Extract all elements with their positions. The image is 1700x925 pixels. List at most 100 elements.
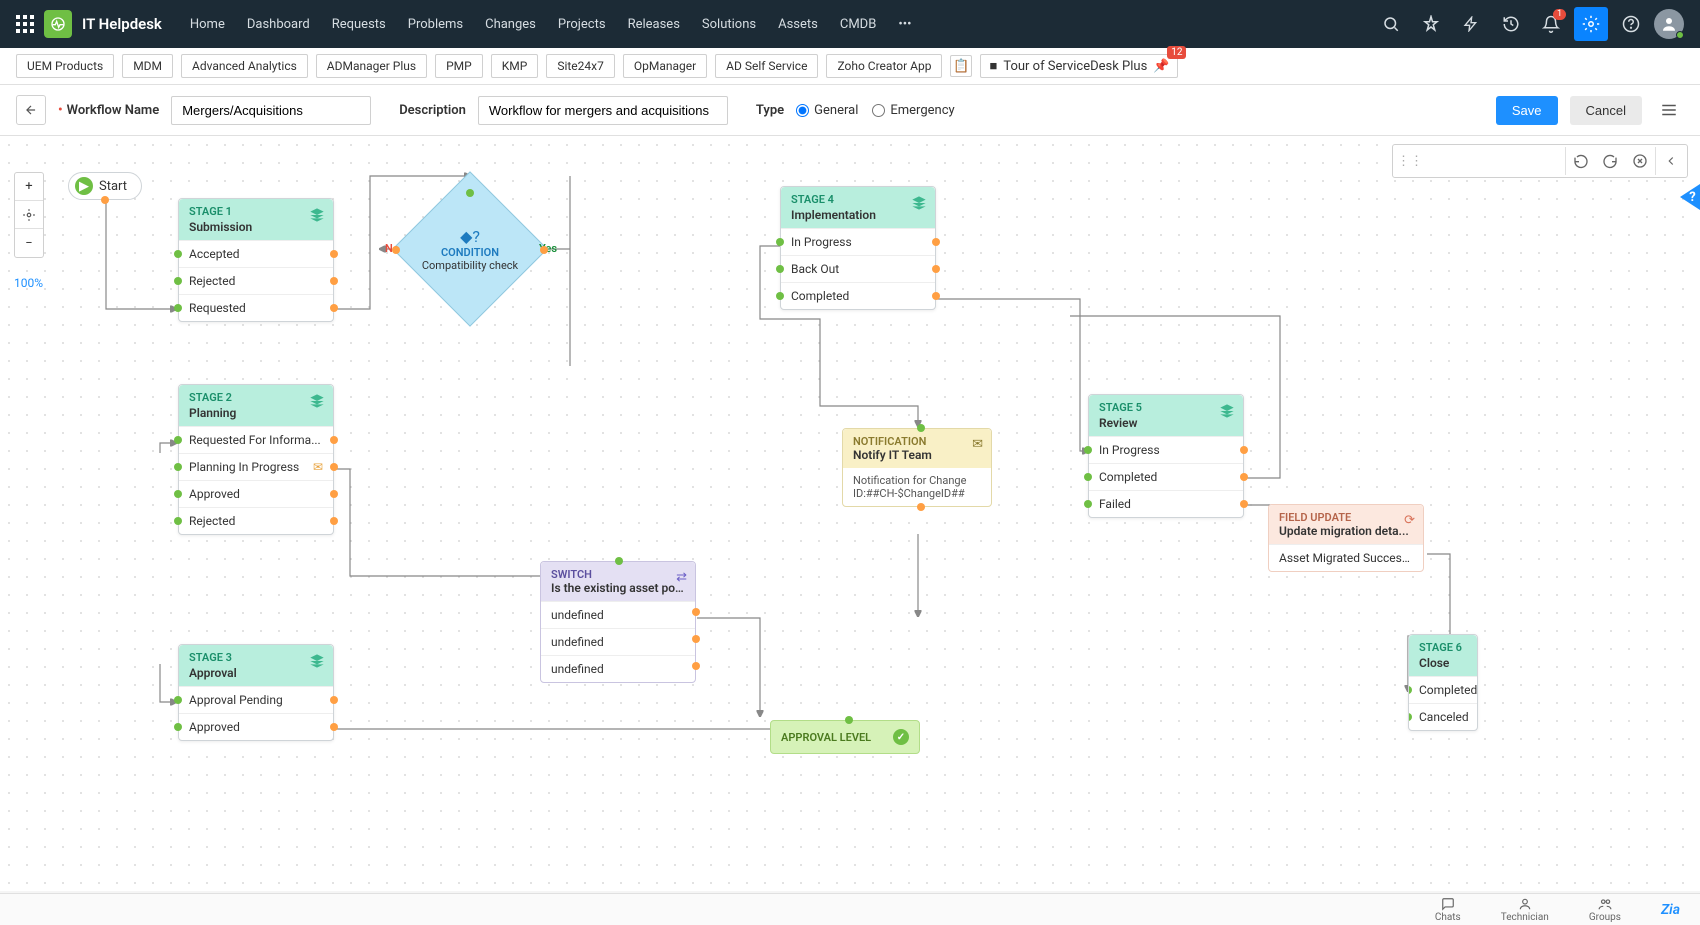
ql-pmp[interactable]: PMP [435, 54, 483, 78]
tour-label: Tour of ServiceDesk Plus [1003, 59, 1147, 74]
stage-1-node[interactable]: STAGE 1 Submission Accepted Rejected Req… [178, 198, 334, 322]
ql-admanager[interactable]: ADManager Plus [316, 54, 427, 78]
workflow-canvas[interactable]: + − 100% ⋮⋮ ? ▶ Start STAGE 1 Submission [0, 136, 1700, 891]
switch-item-1[interactable]: undefined [541, 628, 695, 655]
switch-item-0[interactable]: undefined [541, 601, 695, 628]
stage-6-item-0[interactable]: Completed [1409, 676, 1477, 703]
stage-5-item-0[interactable]: In Progress [1089, 436, 1243, 463]
stage-6-item-1[interactable]: Canceled [1409, 703, 1477, 730]
bb-zia[interactable]: Zia [1661, 902, 1680, 918]
bolt-icon[interactable] [1454, 7, 1488, 41]
stage-1-item-rejected[interactable]: Rejected [179, 267, 333, 294]
stage-3-header: STAGE 3 Approval [179, 645, 333, 686]
gear-icon[interactable] [1574, 7, 1608, 41]
condition-node[interactable]: ◆? CONDITION Compatibility check No Yes [395, 194, 545, 304]
zoom-fit-button[interactable] [15, 201, 43, 229]
ql-opmanager[interactable]: OpManager [623, 54, 707, 78]
nav-cmdb[interactable]: CMDB [840, 17, 876, 32]
history-icon[interactable] [1494, 7, 1528, 41]
stage-4-item-2[interactable]: Completed [781, 282, 935, 309]
ql-kmp[interactable]: KMP [491, 54, 539, 78]
back-button[interactable] [16, 95, 46, 125]
pin-icon[interactable] [1414, 7, 1448, 41]
stage-1-item-requested[interactable]: Requested [179, 294, 333, 321]
switch-icon: ⇄ [676, 570, 687, 585]
nav-solutions[interactable]: Solutions [702, 17, 756, 32]
nav-releases[interactable]: Releases [628, 17, 680, 32]
radio-emergency[interactable]: Emergency [872, 103, 954, 118]
zoom-controls: + − [14, 172, 44, 258]
bell-icon[interactable]: 1 [1534, 7, 1568, 41]
approval-level-node[interactable]: APPROVAL LEVEL ✓ [770, 720, 920, 754]
notif-header: NOTIFICATION Notify IT Team ✉ [843, 429, 991, 468]
stage-2-item-1[interactable]: Planning In Progress✉ [179, 453, 333, 480]
nav-more[interactable]: ••• [898, 17, 911, 32]
stage-2-node[interactable]: STAGE 2 Planning Requested For Informa..… [178, 384, 334, 535]
stage-6-node[interactable]: STAGE 6 Close Completed Canceled [1408, 634, 1478, 731]
apps-grid-icon[interactable] [16, 15, 34, 33]
ql-uem[interactable]: UEM Products [16, 54, 114, 78]
clipboard-icon[interactable]: 📋 [950, 55, 972, 77]
ql-mdm[interactable]: MDM [122, 54, 173, 78]
help-tab[interactable]: ? [1680, 184, 1700, 210]
main-nav: Home Dashboard Requests Problems Changes… [190, 17, 912, 32]
stage-2-item-3[interactable]: Rejected [179, 507, 333, 534]
redo-icon[interactable] [1595, 147, 1625, 175]
zoom-out-button[interactable]: − [15, 229, 43, 257]
bb-chats[interactable]: Chats [1435, 897, 1461, 923]
close-toolbar-icon[interactable] [1625, 147, 1655, 175]
question-icon: ◆? [460, 227, 480, 246]
nav-projects[interactable]: Projects [558, 17, 606, 32]
switch-node[interactable]: SWITCH Is the existing asset po... ⇄ und… [540, 561, 696, 683]
stage-4-item-1[interactable]: Back Out [781, 255, 935, 282]
stage-3-item-0[interactable]: Approval Pending [179, 686, 333, 713]
undo-icon[interactable] [1565, 147, 1595, 175]
user-avatar[interactable] [1654, 9, 1684, 39]
port-out[interactable] [101, 196, 109, 204]
stage-3-item-1[interactable]: Approved [179, 713, 333, 740]
wf-desc-input[interactable] [478, 96, 728, 125]
nav-problems[interactable]: Problems [408, 17, 463, 32]
wf-type-radios: General Emergency [796, 103, 955, 118]
ql-zohocreator[interactable]: Zoho Creator App [826, 54, 942, 78]
stage-2-item-2[interactable]: Approved [179, 480, 333, 507]
switch-item-2[interactable]: undefined [541, 655, 695, 682]
tour-button[interactable]: ■ Tour of ServiceDesk Plus 📌 12 [980, 54, 1178, 78]
collapse-icon[interactable] [1655, 147, 1685, 175]
ql-adself[interactable]: AD Self Service [715, 54, 818, 78]
help-icon[interactable] [1614, 7, 1648, 41]
stack-icon [309, 653, 325, 673]
nav-changes[interactable]: Changes [485, 17, 536, 32]
notification-node[interactable]: NOTIFICATION Notify IT Team ✉ Notificati… [842, 428, 992, 507]
nav-requests[interactable]: Requests [332, 17, 386, 32]
radio-general[interactable]: General [796, 103, 858, 118]
ql-site24x7[interactable]: Site24x7 [546, 54, 615, 78]
stage-5-item-2[interactable]: Failed [1089, 490, 1243, 517]
nav-home[interactable]: Home [190, 17, 225, 32]
save-button[interactable]: Save [1496, 96, 1558, 125]
wf-name-input[interactable] [171, 96, 371, 125]
cancel-button[interactable]: Cancel [1570, 96, 1642, 125]
bb-technician[interactable]: Technician [1501, 897, 1549, 923]
stage-5-item-1[interactable]: Completed [1089, 463, 1243, 490]
stack-icon [911, 195, 927, 215]
quicklinks-bar: UEM Products MDM Advanced Analytics ADMa… [0, 48, 1700, 85]
stage-5-header: STAGE 5 Review [1089, 395, 1243, 436]
stage-2-item-0[interactable]: Requested For Informa... [179, 426, 333, 453]
fieldupdate-node[interactable]: FIELD UPDATE Update migration deta... ⟳ … [1268, 504, 1424, 572]
stage-4-item-0[interactable]: In Progress [781, 228, 935, 255]
search-icon[interactable] [1374, 7, 1408, 41]
nav-assets[interactable]: Assets [778, 17, 818, 32]
stage-3-node[interactable]: STAGE 3 Approval Approval Pending Approv… [178, 644, 334, 741]
ql-analytics[interactable]: Advanced Analytics [181, 54, 308, 78]
stage-4-node[interactable]: STAGE 4 Implementation In Progress Back … [780, 186, 936, 310]
bb-groups[interactable]: Groups [1589, 897, 1621, 923]
start-node[interactable]: ▶ Start [68, 172, 142, 200]
nav-dashboard[interactable]: Dashboard [247, 17, 310, 32]
stage-1-item-accepted[interactable]: Accepted [179, 240, 333, 267]
drag-handle-icon[interactable]: ⋮⋮ [1395, 147, 1425, 175]
zoom-in-button[interactable]: + [15, 173, 43, 201]
hamburger-icon[interactable] [1654, 95, 1684, 125]
stage-5-node[interactable]: STAGE 5 Review In Progress Completed Fai… [1088, 394, 1244, 518]
fieldupdate-item[interactable]: Asset Migrated Successfu... [1269, 544, 1423, 571]
